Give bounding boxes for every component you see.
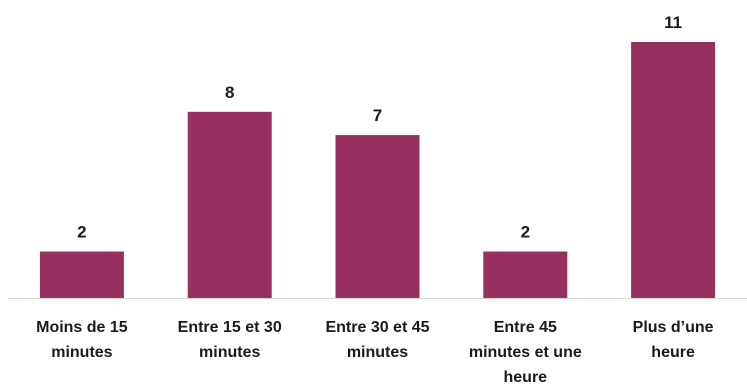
bar-value-label: 11 xyxy=(664,13,682,32)
category-label-line: Entre 15 et 30 xyxy=(178,319,282,336)
value-labels-group: 2 8 7 2 11 xyxy=(77,13,682,242)
category-label-line: minutes xyxy=(347,344,408,361)
bar-value-label: 8 xyxy=(225,83,234,102)
category-label: Entre 30 et 45 minutes xyxy=(325,319,429,361)
category-label-line: heure xyxy=(504,369,548,386)
bar xyxy=(631,42,716,298)
bar xyxy=(39,251,124,298)
bar xyxy=(187,111,272,298)
category-label-line: minutes xyxy=(199,344,260,361)
bar-value-label: 7 xyxy=(373,106,382,125)
category-label-line: Moins de 15 xyxy=(36,319,128,336)
category-label: Entre 15 et 30 minutes xyxy=(178,319,282,361)
category-label-line: minutes et une xyxy=(469,344,582,361)
category-label: Moins de 15 minutes xyxy=(36,319,128,361)
category-label-line: heure xyxy=(651,344,695,361)
category-label-line: Entre 45 xyxy=(494,319,557,336)
bar-value-label: 2 xyxy=(521,223,530,242)
category-label: Plus d’une heure xyxy=(633,319,714,361)
bar xyxy=(335,135,420,298)
category-label-line: Plus d’une xyxy=(633,319,714,336)
category-label-line: minutes xyxy=(51,344,112,361)
category-label: Entre 45 minutes et une heure xyxy=(469,319,582,386)
category-label-line: Entre 30 et 45 xyxy=(325,319,429,336)
bars-group xyxy=(39,42,716,298)
bar-value-label: 2 xyxy=(77,223,86,242)
bar xyxy=(483,251,568,298)
